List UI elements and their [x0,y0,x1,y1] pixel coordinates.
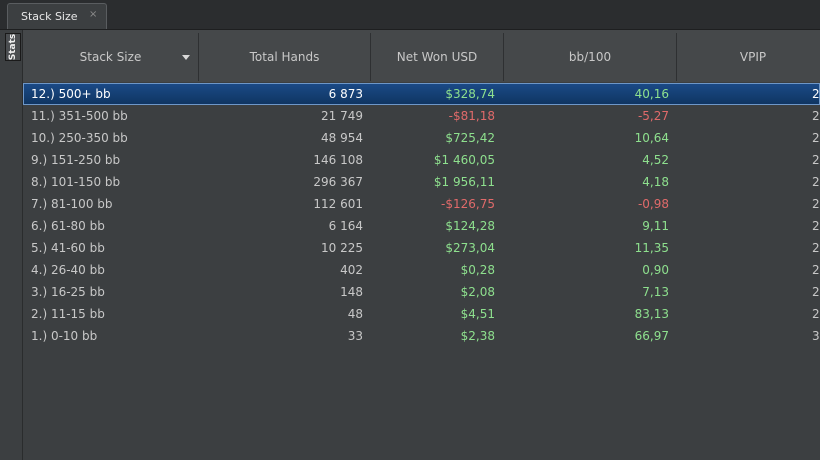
column-header-vpip[interactable]: VPIP [677,33,820,81]
cell-net-won: $0,28 [460,263,495,277]
cell-total-hands: 21 749 [321,109,363,123]
table-row[interactable]: 2.) 11-15 bb 48 $4,51 83,13 2 [23,303,820,325]
column-header-label: Net Won USD [396,50,478,64]
cell-stack-size: 11.) 351-500 bb [31,109,128,123]
column-header-label: Total Hands [249,50,320,64]
table-row[interactable]: 6.) 61-80 bb 6 164 $124,28 9,11 2 [23,215,820,237]
cell-bb100: -5,27 [637,109,669,123]
cell-vpip: 2 [812,285,820,299]
cell-total-hands: 296 367 [313,175,363,189]
table-row[interactable]: 10.) 250-350 bb 48 954 $725,42 10,64 2 [23,127,820,149]
cell-net-won: -$126,75 [441,197,495,211]
cell-total-hands: 48 954 [321,131,363,145]
cell-vpip: 2 [812,219,820,233]
cell-vpip: 2 [812,175,820,189]
column-header-total-hands[interactable]: Total Hands [199,33,371,81]
cell-bb100: 66,97 [634,329,669,343]
side-panel-strip [0,30,23,460]
cell-bb100: 40,16 [634,87,669,101]
cell-vpip: 2 [812,241,820,255]
cell-stack-size: 2.) 11-15 bb [31,307,105,321]
cell-stack-size: 12.) 500+ bb [31,87,111,101]
stats-side-tab[interactable]: Stats [5,33,21,61]
column-header-bb100[interactable]: bb/100 [504,33,677,81]
close-icon[interactable]: × [89,9,98,20]
cell-total-hands: 6 164 [328,219,363,233]
cell-stack-size: 7.) 81-100 bb [31,197,113,211]
column-header-label: bb/100 [568,50,612,64]
cell-stack-size: 10.) 250-350 bb [31,131,128,145]
cell-stack-size: 4.) 26-40 bb [31,263,105,277]
cell-net-won: $328,74 [445,87,495,101]
table-row[interactable]: 3.) 16-25 bb 148 $2,08 7,13 2 [23,281,820,303]
table-row[interactable]: 5.) 41-60 bb 10 225 $273,04 11,35 2 [23,237,820,259]
cell-total-hands: 10 225 [321,241,363,255]
cell-stack-size: 6.) 61-80 bb [31,219,105,233]
tab-stack-size[interactable]: Stack Size × [7,3,107,29]
column-header-net-won-usd[interactable]: Net Won USD [371,33,504,81]
cell-net-won: $1 956,11 [433,175,495,189]
cell-net-won: $124,28 [445,219,495,233]
table-row[interactable]: 7.) 81-100 bb 112 601 -$126,75 -0,98 2 [23,193,820,215]
cell-net-won: $4,51 [460,307,495,321]
cell-net-won: $273,04 [445,241,495,255]
cell-bb100: 7,13 [642,285,669,299]
tab-bar: Stack Size × [0,0,820,30]
cell-stack-size: 3.) 16-25 bb [31,285,105,299]
cell-vpip: 2 [812,307,820,321]
cell-vpip: 2 [812,153,820,167]
cell-stack-size: 9.) 151-250 bb [31,153,121,167]
tab-label: Stack Size [21,10,78,23]
sort-down-icon[interactable] [182,55,190,60]
cell-total-hands: 6 873 [328,87,363,101]
column-header-stack-size[interactable]: Stack Size [23,33,199,81]
cell-stack-size: 8.) 101-150 bb [31,175,121,189]
cell-net-won: $1 460,05 [433,153,495,167]
cell-bb100: 83,13 [634,307,669,321]
cell-total-hands: 33 [347,329,363,343]
cell-total-hands: 402 [340,263,363,277]
table-row[interactable]: 11.) 351-500 bb 21 749 -$81,18 -5,27 2 [23,105,820,127]
cell-vpip: 2 [812,197,820,211]
cell-total-hands: 48 [347,307,363,321]
table-row[interactable]: 1.) 0-10 bb 33 $2,38 66,97 3 [23,325,820,347]
stats-side-tab-label: Stats [8,33,18,61]
cell-vpip: 2 [812,87,820,101]
cell-vpip: 3 [812,329,820,343]
cell-net-won: $2,08 [460,285,495,299]
cell-bb100: 4,18 [642,175,669,189]
cell-stack-size: 5.) 41-60 bb [31,241,105,255]
cell-bb100: 11,35 [634,241,669,255]
cell-bb100: 4,52 [642,153,669,167]
table-body: 12.) 500+ bb 6 873 $328,74 40,16 2 11.) 351-5… [23,82,820,460]
table-row[interactable]: 4.) 26-40 bb 402 $0,28 0,90 2 [23,259,820,281]
table-row[interactable]: 9.) 151-250 bb 146 108 $1 460,05 4,52 2 [23,149,820,171]
cell-total-hands: 148 [340,285,363,299]
cell-stack-size: 1.) 0-10 bb [31,329,98,343]
cell-net-won: $2,38 [460,329,495,343]
cell-bb100: 0,90 [642,263,669,277]
cell-bb100: 9,11 [642,219,669,233]
cell-total-hands: 112 601 [313,197,363,211]
cell-vpip: 2 [812,263,820,277]
table-row[interactable]: 8.) 101-150 bb 296 367 $1 956,11 4,18 2 [23,171,820,193]
column-header-label: Stack Size [79,50,142,64]
cell-net-won: -$81,18 [448,109,495,123]
cell-vpip: 2 [812,109,820,123]
cell-bb100: -0,98 [637,197,669,211]
cell-net-won: $725,42 [445,131,495,145]
table-header: Stack Size Total Hands Net Won USD bb/10… [23,30,820,83]
cell-total-hands: 146 108 [313,153,363,167]
table-row[interactable]: 12.) 500+ bb 6 873 $328,74 40,16 2 [23,83,820,105]
cell-bb100: 10,64 [634,131,669,145]
column-header-label: VPIP [739,50,767,64]
cell-vpip: 2 [812,131,820,145]
